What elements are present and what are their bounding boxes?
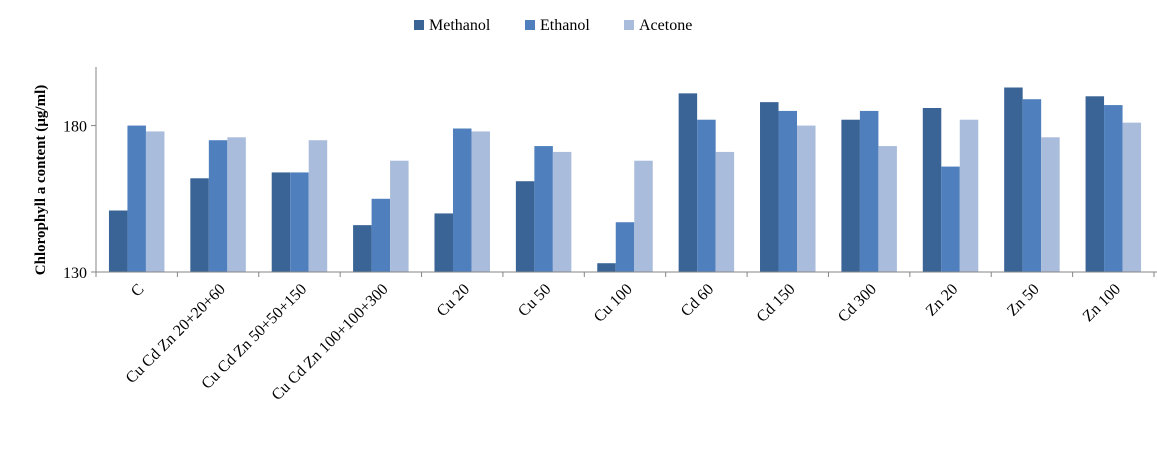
bar-acetone-cu-cd-zn-20-20-60: [227, 137, 246, 272]
bar-methanol-cu-cd-zn-20-20-60: [190, 178, 209, 272]
bar-methanol-c: [108, 210, 128, 272]
x-tick-label-cu-50: Cu 50: [515, 281, 554, 320]
bar-ethanol-cu-cd-zn-20-20-60: [208, 140, 228, 272]
bar-acetone-cd-300: [878, 146, 897, 272]
bar-group-cd-150: [760, 102, 816, 273]
bar-acetone-cu-cd-zn-100-100-300: [390, 160, 409, 272]
y-tick-label: 130: [63, 265, 87, 282]
y-tick-label: 180: [63, 119, 87, 136]
bar-acetone-cd-150: [797, 125, 816, 272]
bar-group-cu-cd-zn-20-20-60: [190, 137, 246, 272]
x-tick-label-zn-20: Zn 20: [923, 281, 962, 320]
bar-methanol-cd-300: [841, 119, 860, 272]
legend-item-ethanol: Ethanol: [525, 17, 590, 34]
bar-acetone-cu-cd-zn-50-50-150: [308, 140, 328, 272]
y-axis-title: Chlorophyll a content (µg/ml): [33, 85, 49, 275]
bar-ethanol-cu-100: [615, 222, 635, 272]
bar-methanol-cu-cd-zn-50-50-150: [271, 172, 291, 272]
bar-acetone-zn-20: [959, 119, 979, 272]
bar-acetone-cu-20: [471, 131, 490, 272]
bar-group-zn-20: [922, 108, 979, 272]
bar-methanol-cu-100: [597, 263, 616, 272]
bar-acetone-zn-50: [1041, 137, 1060, 272]
bar-methanol-zn-50: [1004, 87, 1023, 272]
legend-swatch: [624, 20, 634, 30]
x-tick-label-zn-50: Zn 50: [1004, 281, 1043, 320]
bar-methanol-cu-20: [434, 213, 453, 272]
bar-group-zn-100: [1085, 96, 1142, 273]
bar-ethanol-cu-cd-zn-50-50-150: [290, 172, 309, 272]
x-tick-label-cu-20: Cu 20: [434, 281, 473, 320]
bar-methanol-cu-50: [515, 181, 535, 272]
y-axis-ticks: 130 180: [63, 119, 96, 282]
x-tick-label-c: C: [128, 281, 148, 301]
bar-group-cu-cd-zn-50-50-150: [271, 140, 328, 272]
x-tick-label-zn-100: Zn 100: [1080, 281, 1124, 325]
bar-group-cu-100: [597, 160, 653, 272]
x-tick-label-cd-60: Cd 60: [678, 281, 717, 320]
bar-acetone-cd-60: [715, 151, 735, 272]
bar-acetone-cu-50: [552, 151, 572, 272]
bar-acetone-zn-100: [1122, 122, 1142, 273]
bar-ethanol-cu-20: [452, 128, 472, 272]
legend-swatch: [525, 20, 535, 30]
bar-methanol-zn-100: [1085, 96, 1105, 273]
legend-item-acetone: Acetone: [624, 17, 692, 34]
legend: Methanol Ethanol Acetone: [414, 17, 692, 34]
bar-group-c: [108, 125, 165, 272]
bar-methanol-cd-150: [760, 102, 779, 273]
bar-ethanol-cd-150: [778, 110, 798, 272]
x-tick-label-cu-100: Cu 100: [591, 281, 636, 326]
legend-label: Ethanol: [540, 17, 590, 34]
bar-ethanol-cd-60: [697, 119, 716, 272]
bar-group-cu-cd-zn-100-100-300: [353, 160, 409, 272]
bar-group-cu-20: [434, 128, 490, 272]
legend-item-methanol: Methanol: [414, 17, 491, 34]
bar-ethanol-cd-300: [859, 110, 879, 272]
bar-ethanol-zn-50: [1022, 99, 1042, 272]
bar-acetone-cu-100: [634, 160, 653, 272]
bars: [108, 87, 1142, 273]
bar-group-cd-300: [841, 110, 897, 272]
bar-acetone-c: [145, 131, 165, 272]
bar-methanol-cu-cd-zn-100-100-300: [353, 225, 372, 272]
legend-label: Methanol: [429, 17, 491, 34]
bar-ethanol-cu-cd-zn-100-100-300: [371, 198, 391, 272]
bar-ethanol-zn-100: [1104, 105, 1123, 272]
bar-group-cd-60: [678, 93, 735, 272]
legend-label: Acetone: [639, 17, 692, 34]
bar-ethanol-c: [127, 125, 146, 272]
legend-swatch: [414, 20, 424, 30]
bar-group-cu-50: [515, 146, 572, 272]
x-tick-label-cd-150: Cd 150: [754, 281, 799, 326]
bar-methanol-zn-20: [922, 108, 942, 272]
bar-group-zn-50: [1004, 87, 1060, 272]
x-tick-label-cd-300: Cd 300: [835, 281, 880, 326]
bar-ethanol-zn-20: [941, 166, 960, 272]
bar-ethanol-cu-50: [534, 146, 553, 272]
bar-methanol-cd-60: [678, 93, 698, 272]
